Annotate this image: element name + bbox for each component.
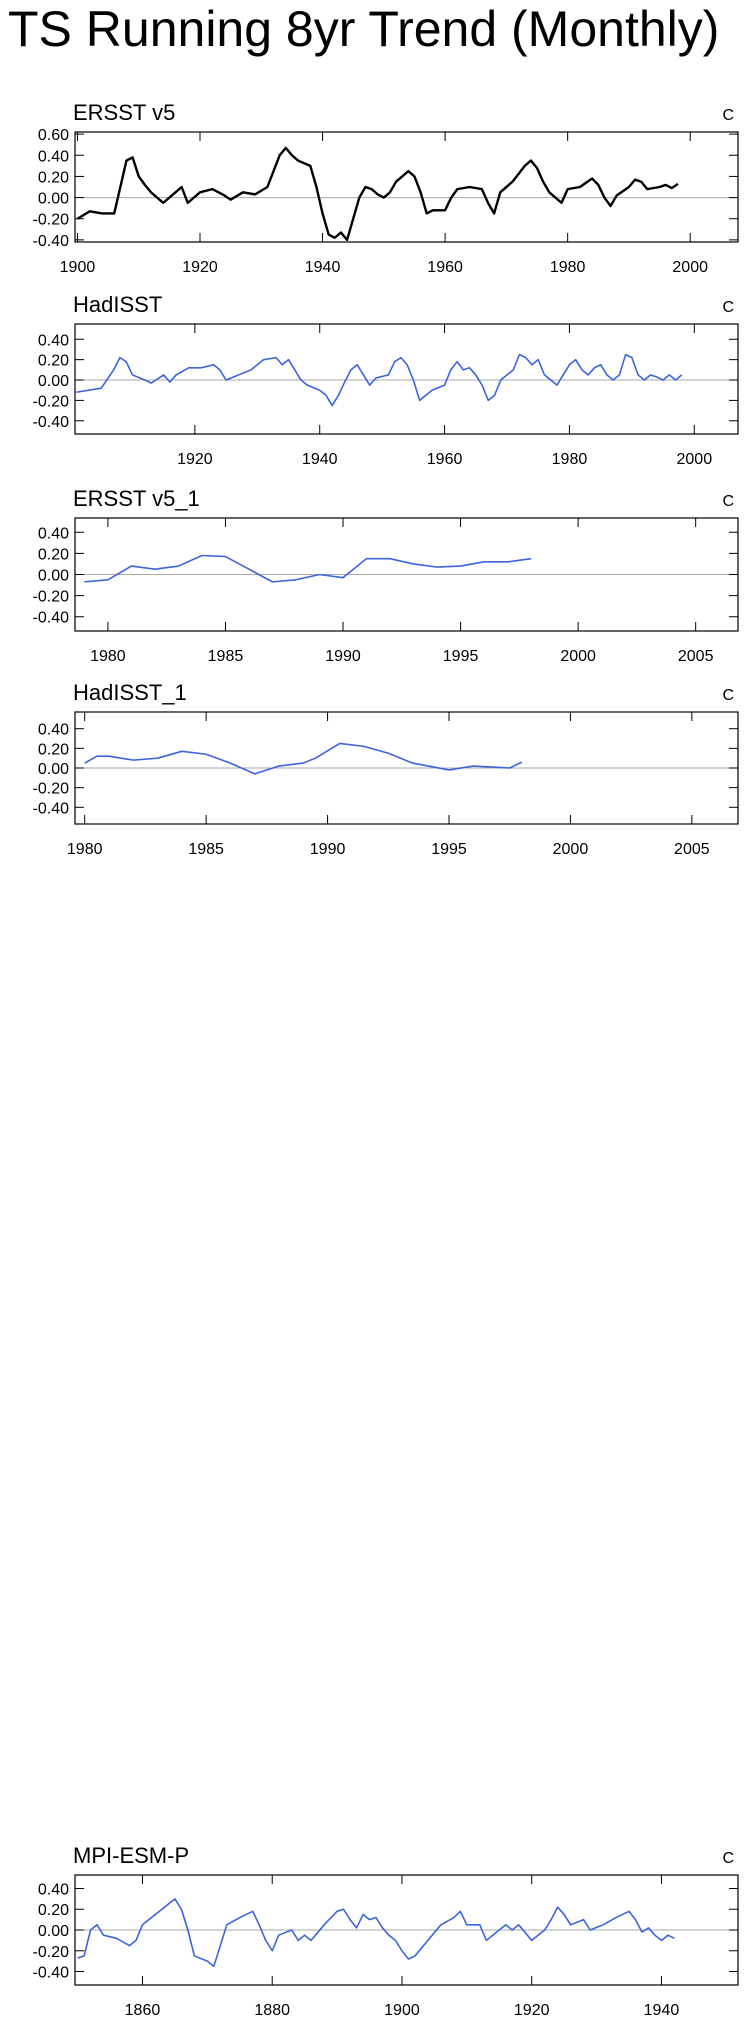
y-tick-label: 0.20 bbox=[38, 1902, 69, 1919]
units-label: C bbox=[722, 493, 734, 510]
x-tick-label: 1980 bbox=[552, 451, 588, 468]
y-tick-label: -0.20 bbox=[33, 393, 70, 410]
data-line bbox=[76, 353, 683, 407]
data-line bbox=[84, 742, 523, 775]
x-tick-label: 1990 bbox=[325, 648, 361, 665]
y-tick-label: 0.60 bbox=[38, 127, 69, 144]
units-label: C bbox=[722, 687, 734, 704]
y-tick-label: 0.40 bbox=[38, 148, 69, 165]
x-tick-label: 1960 bbox=[427, 451, 463, 468]
y-tick-label: -0.40 bbox=[33, 610, 70, 627]
data-line bbox=[77, 1898, 675, 1968]
y-tick-label: -0.20 bbox=[33, 589, 70, 606]
y-tick-label: 0.00 bbox=[38, 1923, 69, 1940]
y-tick-label: 0.40 bbox=[38, 525, 69, 542]
plot-frame bbox=[74, 131, 739, 243]
y-tick-label: 0.20 bbox=[38, 546, 69, 563]
y-tick-label: 0.20 bbox=[38, 169, 69, 186]
x-tick-label: 1980 bbox=[550, 259, 586, 276]
x-tick-label: 1920 bbox=[177, 451, 213, 468]
x-tick-label: 1980 bbox=[90, 648, 126, 665]
y-tick-label: 0.40 bbox=[38, 722, 69, 739]
x-tick-label: 1980 bbox=[67, 841, 103, 858]
units-label: C bbox=[722, 107, 734, 124]
plot-frame bbox=[74, 323, 739, 435]
y-tick-label: -0.20 bbox=[33, 212, 70, 229]
y-tick-label: 0.40 bbox=[38, 1881, 69, 1898]
x-tick-label: 1985 bbox=[208, 648, 244, 665]
x-tick-label: 1920 bbox=[182, 259, 218, 276]
x-tick-label: 1995 bbox=[431, 841, 467, 858]
units-label: C bbox=[722, 1850, 734, 1867]
y-tick-label: -0.20 bbox=[33, 1944, 70, 1961]
y-tick-label: 0.00 bbox=[38, 191, 69, 208]
y-tick-label: -0.40 bbox=[33, 1965, 70, 1982]
panel-title: MPI-ESM-P bbox=[73, 1843, 189, 1868]
plot-frame bbox=[74, 711, 739, 825]
y-tick-label: -0.40 bbox=[33, 800, 70, 817]
x-tick-label: 2000 bbox=[560, 648, 596, 665]
x-tick-label: 2000 bbox=[672, 259, 708, 276]
x-tick-label: 1985 bbox=[188, 841, 224, 858]
x-tick-label: 1990 bbox=[310, 841, 346, 858]
x-tick-label: 1940 bbox=[644, 2002, 680, 2019]
panel-title: ERSST v5 bbox=[73, 100, 175, 125]
x-tick-label: 1995 bbox=[443, 648, 479, 665]
x-tick-label: 2000 bbox=[677, 451, 713, 468]
y-tick-label: 0.20 bbox=[38, 741, 69, 758]
plot-frame bbox=[74, 1874, 739, 1986]
x-tick-label: 2000 bbox=[553, 841, 589, 858]
y-tick-label: -0.20 bbox=[33, 781, 70, 798]
y-tick-label: 0.20 bbox=[38, 353, 69, 370]
x-tick-label: 1940 bbox=[302, 451, 338, 468]
x-tick-label: 1900 bbox=[384, 2002, 420, 2019]
y-tick-label: 0.00 bbox=[38, 373, 69, 390]
y-tick-label: 0.00 bbox=[38, 568, 69, 585]
data-line bbox=[84, 554, 532, 583]
page-title: TS Running 8yr Trend (Monthly) bbox=[8, 1, 719, 57]
panel-title: ERSST v5_1 bbox=[73, 486, 200, 511]
x-tick-label: 1900 bbox=[60, 259, 96, 276]
x-tick-label: 2005 bbox=[674, 841, 710, 858]
panel-title: HadISST_1 bbox=[73, 680, 187, 705]
y-tick-label: -0.40 bbox=[33, 414, 70, 431]
panel-title: HadISST bbox=[73, 292, 162, 317]
y-tick-label: 0.40 bbox=[38, 332, 69, 349]
plot-frame bbox=[74, 517, 739, 632]
x-tick-label: 1960 bbox=[427, 259, 463, 276]
x-tick-label: 1920 bbox=[514, 2002, 550, 2019]
data-line bbox=[76, 146, 679, 242]
y-tick-label: 0.00 bbox=[38, 761, 69, 778]
y-tick-label: -0.40 bbox=[33, 233, 70, 250]
x-tick-label: 1880 bbox=[254, 2002, 290, 2019]
units-label: C bbox=[722, 299, 734, 316]
x-tick-label: 1940 bbox=[305, 259, 341, 276]
x-tick-label: 2005 bbox=[678, 648, 714, 665]
x-tick-label: 1860 bbox=[125, 2002, 161, 2019]
